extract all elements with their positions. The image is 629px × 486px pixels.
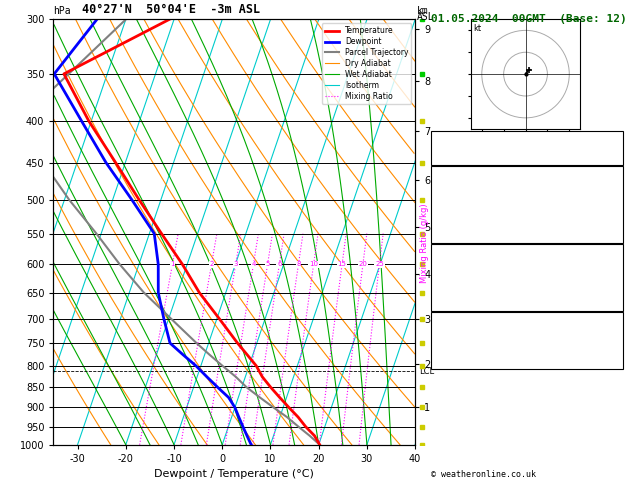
Text: Hodograph: Hodograph: [501, 314, 553, 323]
Text: Lifted Index: Lifted Index: [435, 209, 504, 218]
X-axis label: Dewpoint / Temperature (°C): Dewpoint / Temperature (°C): [154, 469, 314, 479]
Text: CAPE (J): CAPE (J): [435, 288, 481, 297]
Text: hPa: hPa: [53, 5, 71, 16]
Text: 0: 0: [613, 230, 619, 239]
Text: CIN (J): CIN (J): [435, 298, 475, 307]
Text: 3: 3: [233, 261, 238, 267]
Text: SREH: SREH: [435, 335, 458, 344]
Text: 1: 1: [170, 261, 175, 267]
Text: 0: 0: [613, 220, 619, 229]
Text: Pressure (mb): Pressure (mb): [435, 257, 509, 265]
Text: Dewp (°C): Dewp (°C): [435, 188, 486, 197]
Text: 850: 850: [602, 257, 619, 265]
Text: 10: 10: [309, 261, 318, 267]
Text: LCL: LCL: [419, 366, 434, 376]
Text: 0: 0: [613, 298, 619, 307]
Text: CIN (J): CIN (J): [435, 230, 475, 239]
Text: CAPE (J): CAPE (J): [435, 220, 481, 229]
Text: K: K: [435, 133, 440, 142]
Text: θe(K): θe(K): [435, 199, 464, 208]
Text: Lifted Index: Lifted Index: [435, 277, 504, 286]
Text: 2: 2: [209, 261, 214, 267]
Text: 6: 6: [277, 261, 282, 267]
Text: Surface: Surface: [507, 167, 547, 176]
Text: EH: EH: [435, 325, 446, 333]
Text: PW (cm): PW (cm): [435, 154, 475, 163]
Text: 5: 5: [265, 261, 270, 267]
Text: Temp (°C): Temp (°C): [435, 178, 486, 187]
Text: 308: 308: [602, 199, 619, 208]
Text: 6: 6: [613, 325, 619, 333]
Text: 4: 4: [251, 261, 255, 267]
Text: 0.83: 0.83: [596, 154, 619, 163]
Text: kt: kt: [473, 24, 481, 33]
Text: Mixing Ratio (g/kg): Mixing Ratio (g/kg): [420, 203, 429, 283]
Text: ASL: ASL: [416, 12, 434, 22]
Text: Most Unstable: Most Unstable: [489, 246, 564, 255]
Text: 39: 39: [608, 144, 619, 153]
Text: StmSpd (kt): StmSpd (kt): [435, 356, 498, 365]
Text: 6: 6: [613, 188, 619, 197]
Legend: Temperature, Dewpoint, Parcel Trajectory, Dry Adiabat, Wet Adiabat, Isotherm, Mi: Temperature, Dewpoint, Parcel Trajectory…: [322, 23, 411, 104]
Text: 314: 314: [602, 267, 619, 276]
Text: km: km: [416, 5, 428, 16]
Text: 40°27'N  50°04'E  -3m ASL: 40°27'N 50°04'E -3m ASL: [82, 2, 260, 16]
Text: 172°: 172°: [596, 346, 619, 354]
Text: 2: 2: [613, 356, 619, 365]
Text: 20.2: 20.2: [596, 178, 619, 187]
Text: 01.05.2024  00GMT  (Base: 12): 01.05.2024 00GMT (Base: 12): [431, 14, 626, 24]
Text: 20: 20: [359, 261, 367, 267]
Text: -2: -2: [608, 133, 619, 142]
Text: 0: 0: [613, 288, 619, 297]
Text: θe (K): θe (K): [435, 267, 469, 276]
Text: © weatheronline.co.uk: © weatheronline.co.uk: [431, 469, 536, 479]
Text: 25: 25: [375, 261, 384, 267]
Text: 12: 12: [608, 335, 619, 344]
Text: 8: 8: [296, 261, 301, 267]
Text: 7: 7: [613, 277, 619, 286]
Text: StmDir: StmDir: [435, 346, 469, 354]
Text: Totals Totals: Totals Totals: [435, 144, 509, 153]
Text: 15: 15: [338, 261, 347, 267]
Text: 11: 11: [608, 209, 619, 218]
